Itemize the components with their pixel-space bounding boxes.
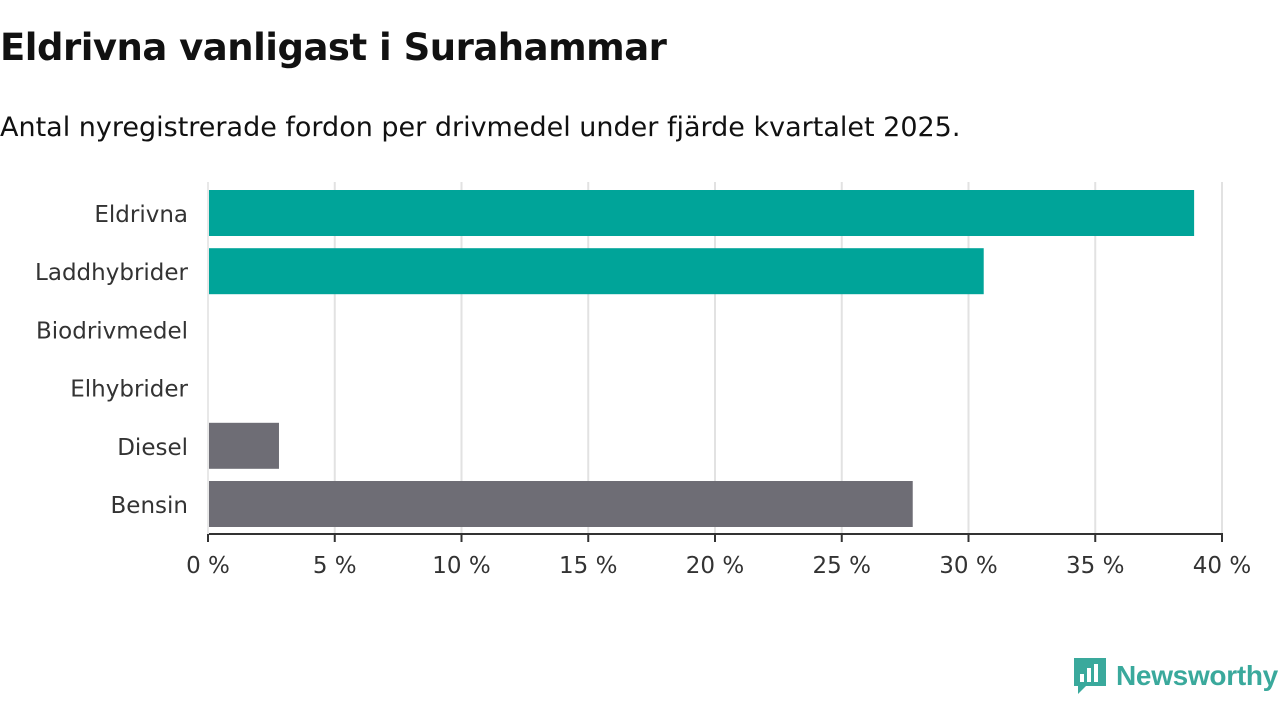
- bar-chart: 0 % 5 % 10 % 15 % 20 % 25 % 30 % 35 % 40 % Eldri…: [35, 182, 1251, 579]
- category-label: Elhybrider: [70, 377, 188, 403]
- x-tick-label: 5 %: [313, 553, 357, 579]
- x-tick-label: 40 %: [1193, 553, 1251, 579]
- x-tick-label: 15 %: [559, 553, 617, 579]
- category-label: Laddhybrider: [35, 260, 188, 286]
- brand-name: Newsworthy: [1116, 660, 1278, 691]
- newsworthy-icon: [1074, 658, 1106, 694]
- chart-subtitle: Antal nyregistrerade fordon per drivmede…: [0, 112, 961, 143]
- brand-logo: Newsworthy: [1072, 656, 1278, 696]
- x-tick-label: 25 %: [813, 553, 871, 579]
- chart-title: Eldrivna vanligast i Surahammar: [0, 26, 667, 69]
- category-label: Eldrivna: [94, 202, 188, 228]
- category-label: Biodrivmedel: [36, 318, 188, 344]
- x-tick-label: 20 %: [686, 553, 744, 579]
- grid-lines: [333, 182, 1223, 534]
- x-axis: 0 % 5 % 10 % 15 % 20 % 25 % 30 % 35 % 40 %: [186, 182, 1251, 579]
- x-tick-label: 0 %: [186, 553, 230, 579]
- bar-laddhybrider: [208, 248, 984, 295]
- x-tick-label: 10 %: [432, 553, 490, 579]
- x-tick-label: 30 %: [939, 553, 997, 579]
- bars: [208, 190, 1195, 527]
- category-label: Diesel: [117, 435, 188, 461]
- category-label: Bensin: [111, 493, 188, 519]
- bar-diesel: [208, 422, 279, 469]
- category-labels: Eldrivna Laddhybrider Biodrivmedel Elhybrid…: [35, 202, 188, 519]
- bar-bensin: [208, 481, 913, 527]
- x-tick-label: 35 %: [1066, 553, 1124, 579]
- bar-eldrivna: [208, 190, 1195, 236]
